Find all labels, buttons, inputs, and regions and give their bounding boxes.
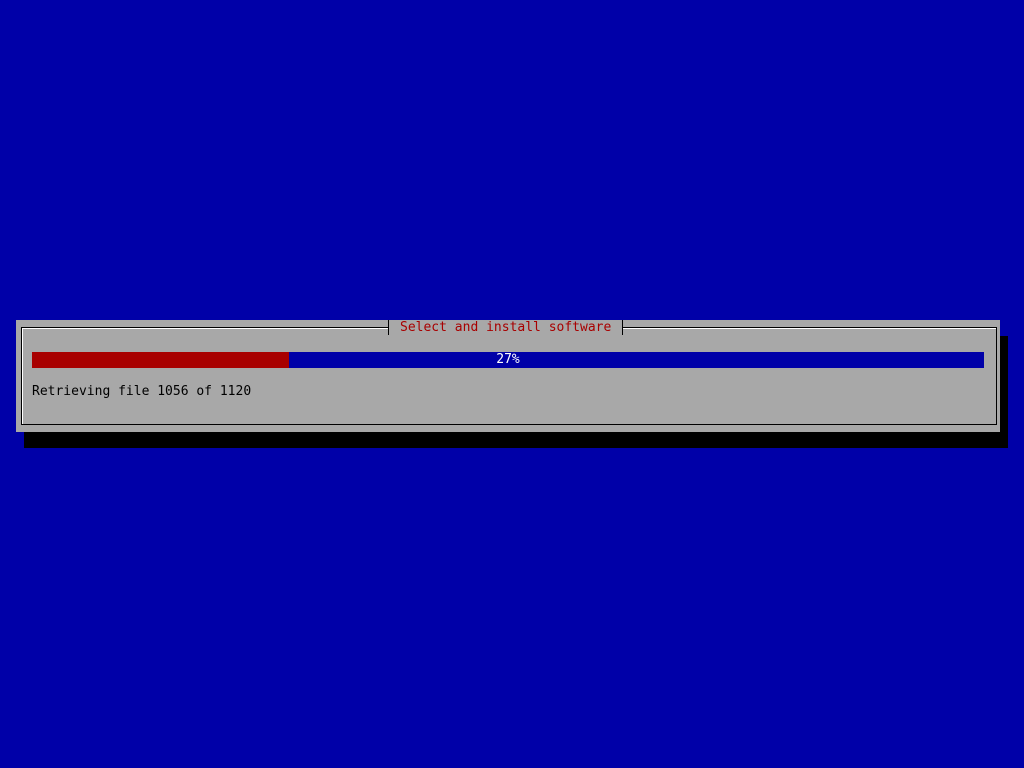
status-text: Retrieving file 1056 of 1120 — [32, 384, 252, 399]
dialog-title: Select and install software — [388, 320, 624, 336]
dialog-frame — [21, 327, 997, 425]
install-progress-dialog: Select and install software 27% Retrievi… — [16, 320, 1000, 432]
dialog-shadow — [24, 432, 1008, 448]
progress-bar: 27% — [32, 352, 984, 368]
dialog-shadow-right — [1000, 336, 1008, 448]
progress-percent: 27% — [496, 352, 520, 367]
progress-fill — [32, 352, 290, 368]
